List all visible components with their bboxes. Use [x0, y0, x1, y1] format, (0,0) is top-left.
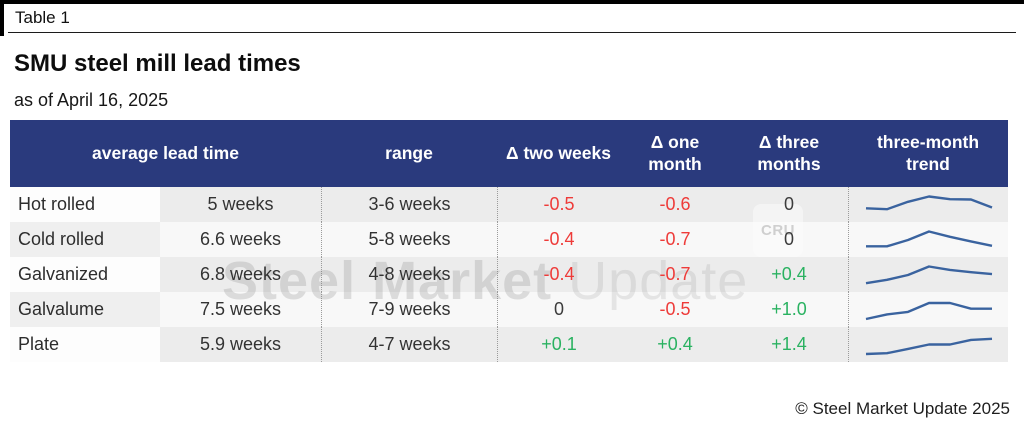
delta-three-months-cell-value: +0.4: [771, 264, 807, 284]
range-cell-value: 4-8 weeks: [368, 264, 451, 284]
table-number-label: Table 1: [15, 8, 70, 27]
delta-two-weeks-cell-value: +0.1: [541, 334, 577, 354]
product-cell-value: Plate: [18, 334, 60, 354]
delta-three-months-cell-value: +1.4: [771, 334, 807, 354]
range-cell-value: 4-7 weeks: [368, 334, 451, 354]
product-cell: Galvalume: [10, 292, 160, 327]
column-header-range: range: [385, 142, 433, 163]
range-cell: 5-8 weeks: [321, 222, 497, 257]
delta-two-weeks-cell: -0.4: [497, 257, 620, 292]
avg-lead-time-cell: 6.6 weeks: [160, 222, 321, 257]
avg-lead-time-cell: 5.9 weeks: [160, 327, 321, 362]
avg-lead-time-cell-value: 6.8 weeks: [199, 264, 282, 284]
delta-two-weeks-cell: -0.4: [497, 222, 620, 257]
column-header-delta-two-weeks: Δ two weeks: [506, 142, 611, 163]
product-cell-value: Hot rolled: [18, 194, 96, 214]
delta-three-months-cell: +1.0: [730, 292, 848, 327]
column-header-three-month-trend: three-month trend: [876, 131, 980, 174]
trend-cell: [848, 292, 1008, 327]
delta-one-month-cell: -0.6: [620, 187, 730, 222]
product-cell-value: Cold rolled: [18, 229, 105, 249]
table-header-row: average lead time range Δ two weeks Δ on…: [10, 120, 1008, 187]
table-row: Hot rolled 5 weeks 3-6 weeks -0.5 -0.6 0: [10, 187, 1008, 222]
column-header-delta-one-month: Δ one month: [648, 131, 702, 174]
table-row: Plate 5.9 weeks 4-7 weeks +0.1 +0.4 +1.4: [10, 327, 1008, 362]
range-cell: 4-7 weeks: [321, 327, 497, 362]
delta-two-weeks-cell: -0.5: [497, 187, 620, 222]
avg-lead-time-cell-value: 7.5 weeks: [199, 299, 282, 319]
trend-cell: [848, 222, 1008, 257]
product-cell: Cold rolled: [10, 222, 160, 257]
range-cell: 3-6 weeks: [321, 187, 497, 222]
product-cell: Plate: [10, 327, 160, 362]
page-title: SMU steel mill lead times: [14, 50, 301, 77]
trend-sparkline: [865, 264, 992, 284]
avg-lead-time-cell-value: 5.9 weeks: [199, 334, 282, 354]
delta-two-weeks-cell-value: -0.4: [543, 264, 575, 284]
delta-one-month-cell-value: +0.4: [657, 334, 693, 354]
avg-lead-time-cell: 6.8 weeks: [160, 257, 321, 292]
avg-lead-time-cell-value: 5 weeks: [207, 194, 274, 214]
delta-two-weeks-cell-value: 0: [553, 299, 564, 319]
product-cell: Hot rolled: [10, 187, 160, 222]
delta-one-month-cell: -0.7: [620, 222, 730, 257]
delta-three-months-cell: +1.4: [730, 327, 848, 362]
delta-three-months-cell-value: 0: [783, 194, 794, 214]
avg-lead-time-cell-value: 6.6 weeks: [199, 229, 282, 249]
trend-cell: [848, 327, 1008, 362]
range-cell-value: 5-8 weeks: [368, 229, 451, 249]
delta-two-weeks-cell-value: -0.5: [543, 194, 575, 214]
page-subtitle-date: as of April 16, 2025: [14, 90, 169, 110]
delta-three-months-cell: +0.4: [730, 257, 848, 292]
product-cell-value: Galvalume: [18, 299, 105, 319]
top-border-line: [0, 0, 1024, 4]
range-cell: 7-9 weeks: [321, 292, 497, 327]
range-cell: 4-8 weeks: [321, 257, 497, 292]
delta-one-month-cell-value: -0.7: [659, 229, 691, 249]
delta-one-month-cell: -0.7: [620, 257, 730, 292]
range-cell-value: 7-9 weeks: [368, 299, 451, 319]
delta-three-months-cell-value: 0: [783, 229, 794, 249]
trend-sparkline: [865, 194, 992, 210]
table-body: Hot rolled 5 weeks 3-6 weeks -0.5 -0.6 0 Cold …: [10, 187, 1008, 362]
avg-lead-time-cell: 7.5 weeks: [160, 292, 321, 327]
delta-two-weeks-cell-value: -0.4: [543, 229, 575, 249]
delta-one-month-cell-value: -0.6: [659, 194, 691, 214]
trend-sparkline: [865, 301, 992, 320]
avg-lead-time-cell: 5 weeks: [160, 187, 321, 222]
product-cell-value: Galvanized: [18, 264, 109, 284]
trend-sparkline: [865, 337, 992, 355]
trend-cell: [848, 187, 1008, 222]
trend-sparkline: [865, 229, 992, 247]
column-header-delta-three-months: Δ three months: [757, 131, 821, 174]
delta-one-month-cell-value: -0.7: [659, 264, 691, 284]
header-divider-line: [8, 32, 1016, 33]
product-cell: Galvanized: [10, 257, 160, 292]
left-border-line: [0, 0, 4, 36]
delta-one-month-cell: -0.5: [620, 292, 730, 327]
delta-three-months-cell: 0: [730, 187, 848, 222]
delta-two-weeks-cell: 0: [497, 292, 620, 327]
lead-times-table: average lead time range Δ two weeks Δ on…: [10, 120, 1008, 362]
copyright-note: © Steel Market Update 2025: [795, 399, 1010, 418]
delta-two-weeks-cell: +0.1: [497, 327, 620, 362]
delta-one-month-cell-value: -0.5: [659, 299, 691, 319]
table-row: Galvanized 6.8 weeks 4-8 weeks -0.4 -0.7 +0.4: [10, 257, 1008, 292]
trend-cell: [848, 257, 1008, 292]
table-row: Cold rolled 6.6 weeks 5-8 weeks -0.4 -0.7 0: [10, 222, 1008, 257]
delta-one-month-cell: +0.4: [620, 327, 730, 362]
range-cell-value: 3-6 weeks: [368, 194, 451, 214]
delta-three-months-cell-value: +1.0: [771, 299, 807, 319]
delta-three-months-cell: 0: [730, 222, 848, 257]
column-header-average-lead-time: average lead time: [92, 142, 239, 163]
table-row: Galvalume 7.5 weeks 7-9 weeks 0 -0.5 +1.0: [10, 292, 1008, 327]
